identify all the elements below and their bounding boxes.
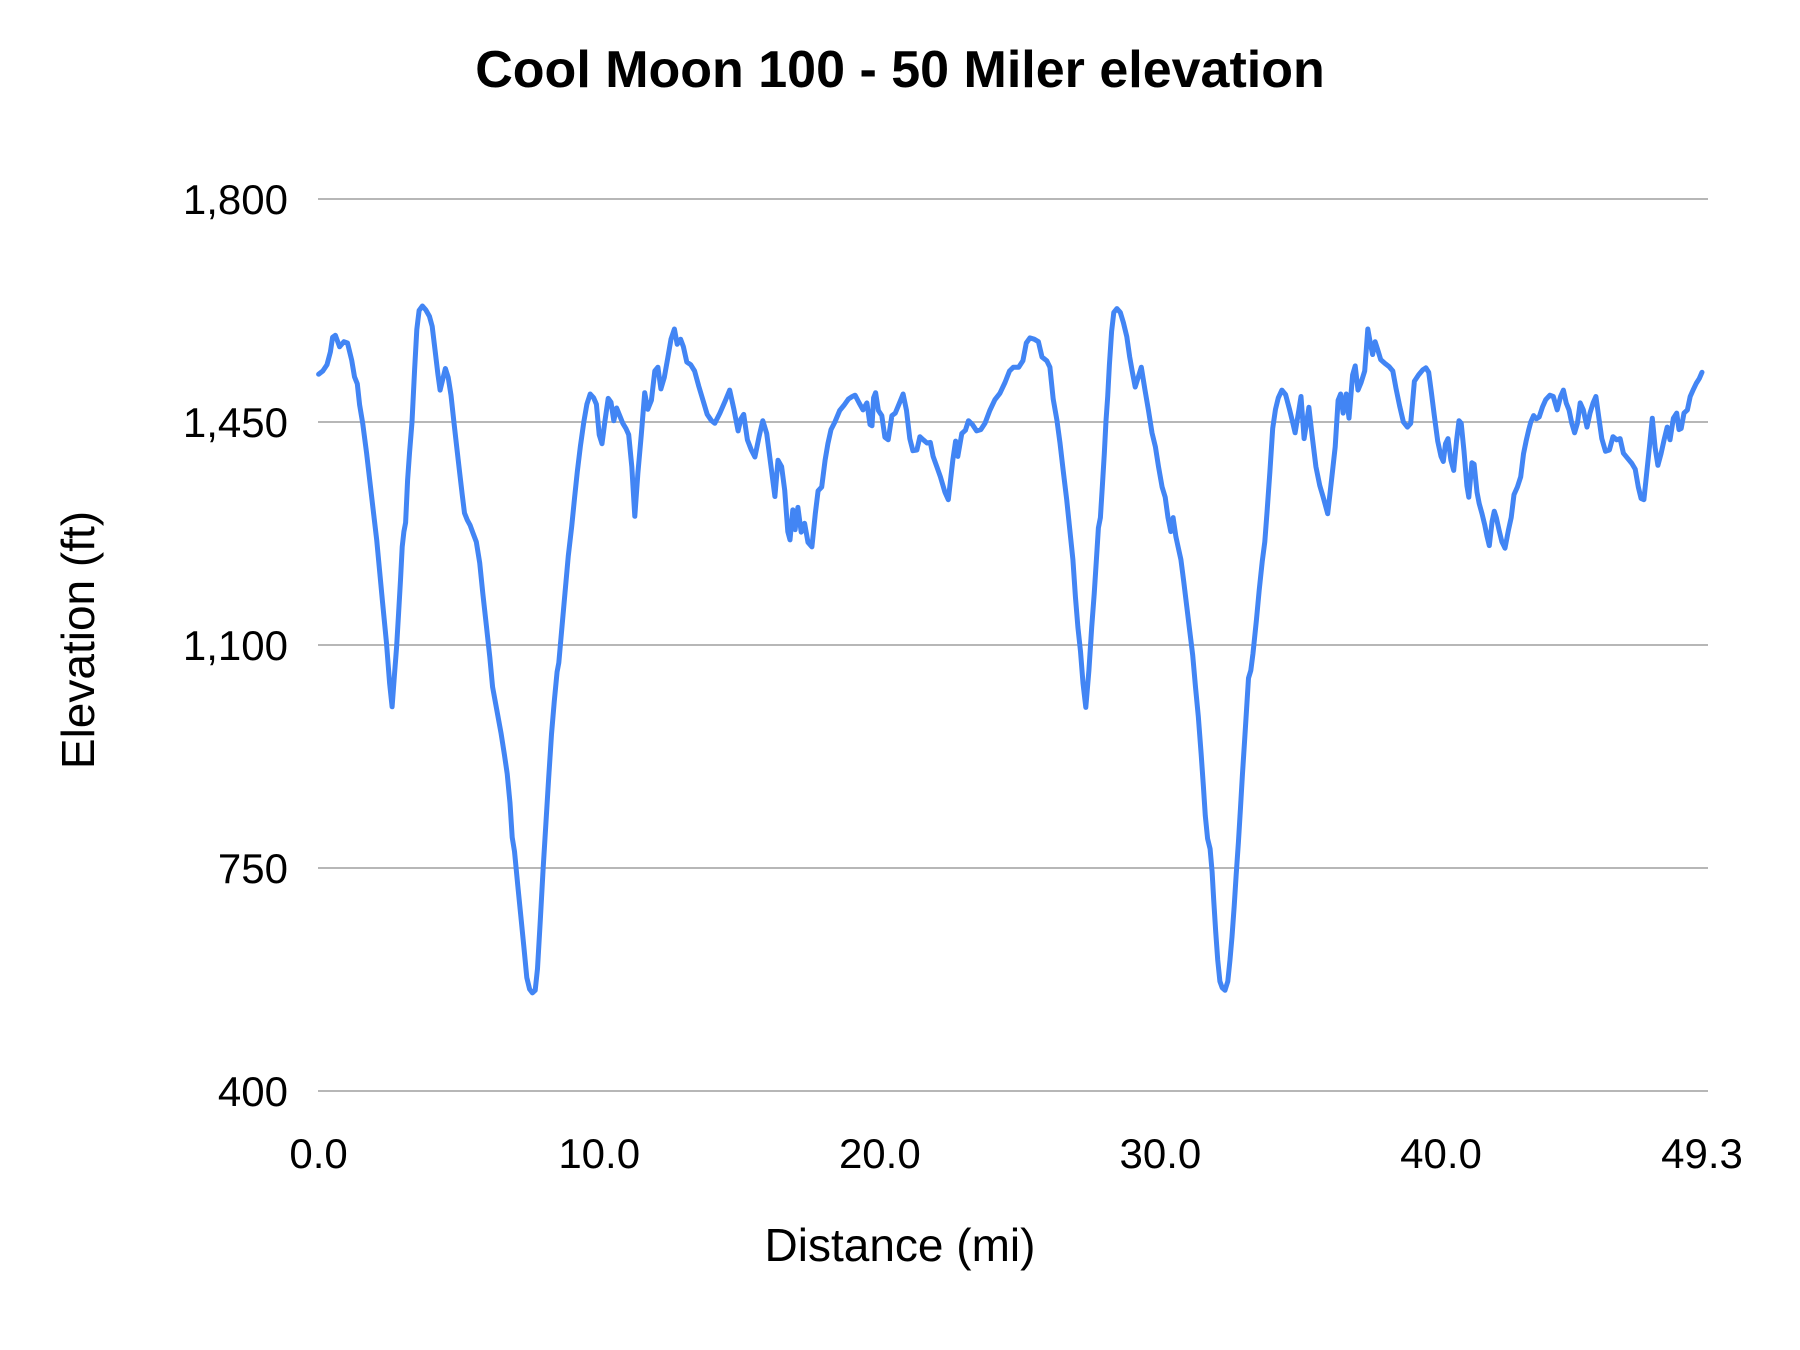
y-tick-label: 1,100: [183, 622, 288, 669]
y-tick-label: 750: [218, 845, 288, 892]
y-tick-labels: 400 750 1,100 1,450 1,800: [183, 176, 288, 1115]
gridlines: [318, 198, 1708, 1092]
elevation-profile-line: [316, 303, 1705, 996]
x-axis-title: Distance (mi): [764, 1219, 1036, 1271]
x-tick-label: 40.0: [1400, 1130, 1482, 1177]
x-tick-labels: 0.0 10.0 20.0 30.0 40.0 49.3: [289, 1130, 1742, 1177]
x-tick-label: 10.0: [558, 1130, 640, 1177]
y-tick-label: 1,450: [183, 399, 288, 446]
y-tick-label: 1,800: [183, 176, 288, 223]
x-tick-label: 20.0: [839, 1130, 921, 1177]
chart-title: Cool Moon 100 - 50 Miler elevation: [475, 41, 1325, 99]
y-tick-label: 400: [218, 1068, 288, 1115]
x-tick-label: 30.0: [1120, 1130, 1202, 1177]
x-tick-label: 0.0: [289, 1130, 347, 1177]
x-tick-label: 49.3: [1661, 1130, 1743, 1177]
